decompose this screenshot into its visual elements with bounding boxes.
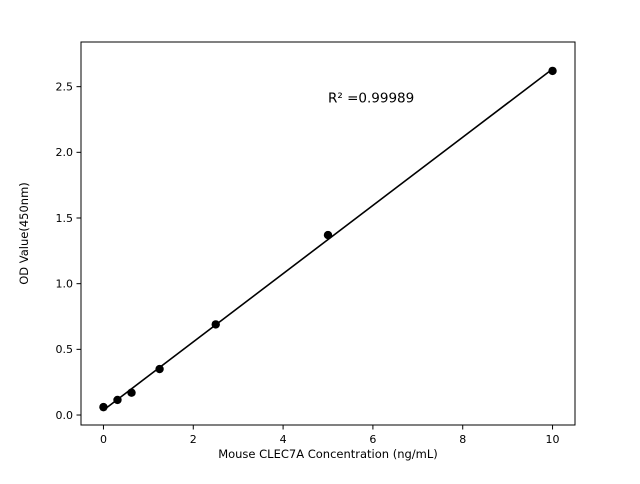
data-point [155,364,164,374]
data-point [211,320,220,329]
data-point [323,230,333,240]
plot-frame [80,41,576,426]
y-tick-label: 1.5 [56,212,74,225]
x-tick-label: 4 [280,433,287,446]
data-point [113,395,122,405]
y-tick-label: 0.0 [56,409,74,422]
x-tick-label: 6 [369,433,376,446]
y-axis-label: OD Value(450nm) [17,182,31,285]
y-tick-label: 2.0 [56,146,74,159]
x-tick-label: 0 [100,433,107,446]
data-point [127,388,136,397]
x-axis-label: Mouse CLEC7A Concentration (ng/mL) [218,447,438,461]
plot-area: 0 2 4 6 8 10 0.0 0.5 1.0 1.5 2.0 2.5 R² =0.99989 [56,41,576,446]
y-tick-label: 2.5 [56,80,74,93]
x-tick-label: 2 [190,433,197,446]
data-point [99,402,108,412]
x-tick-label: 10 [546,433,560,446]
r-squared-annotation: R² =0.99989 [328,90,414,106]
fit-line [102,68,554,411]
y-tick-label: 0.5 [56,343,74,356]
x-tick-label: 8 [459,433,466,446]
y-tick-label: 1.0 [56,277,74,290]
data-point [548,66,557,76]
